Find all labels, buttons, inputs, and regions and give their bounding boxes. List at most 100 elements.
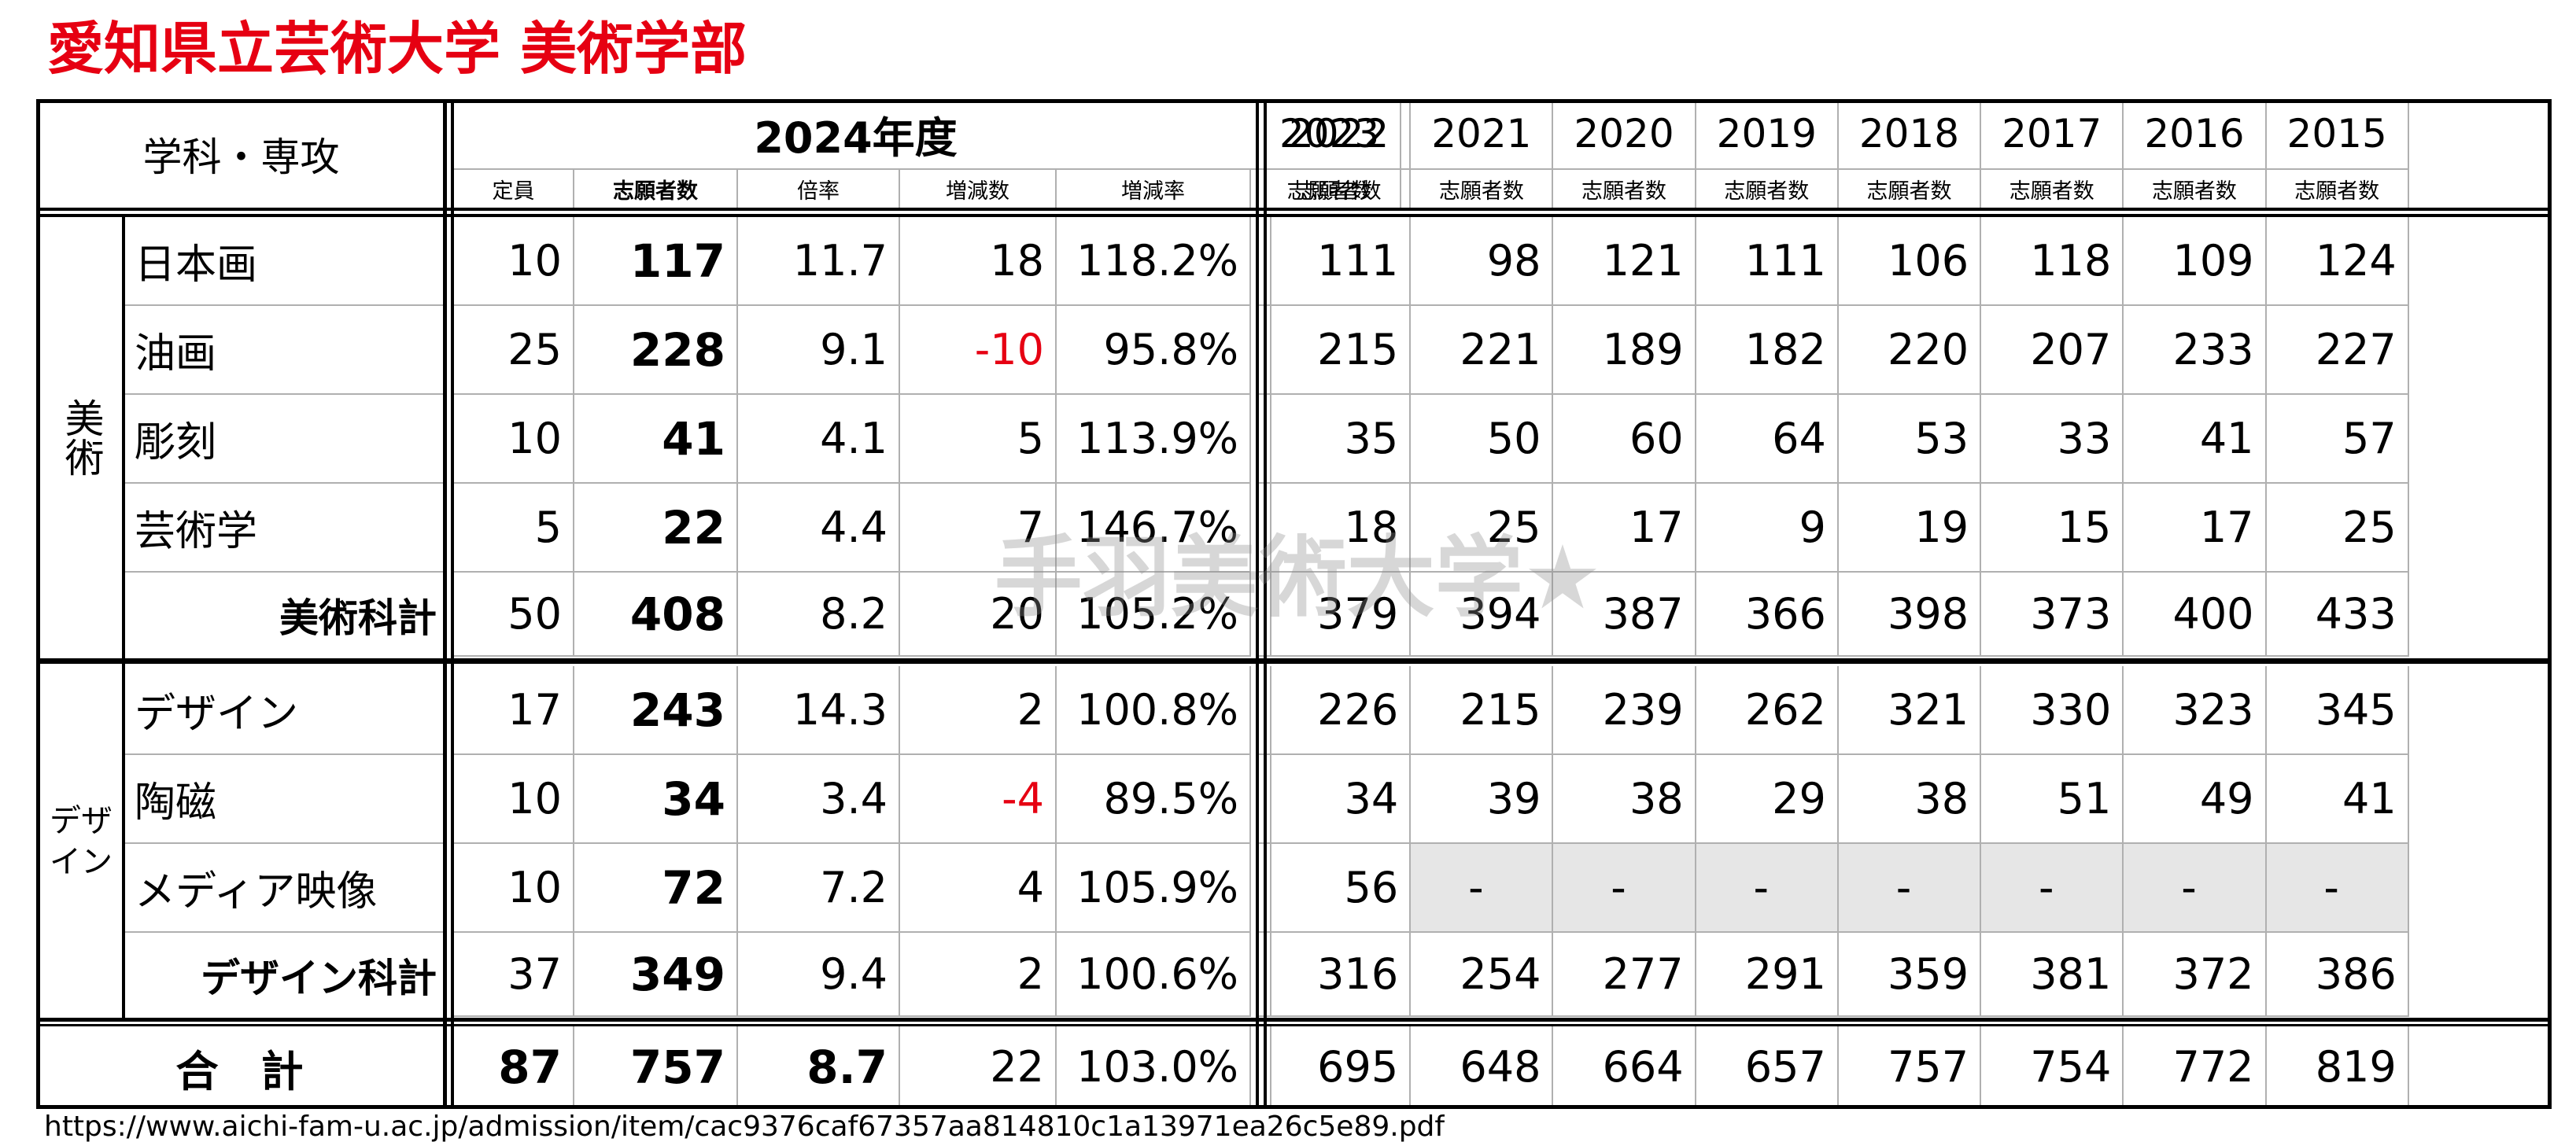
row-label: 陶磁 bbox=[125, 755, 443, 844]
table-cell: 345 bbox=[2266, 666, 2409, 755]
table-cell: 291 bbox=[1696, 933, 1839, 1017]
table-cell: 2 bbox=[900, 933, 1057, 1017]
table-cell: 89.5% bbox=[1057, 755, 1251, 844]
table-cell: 117 bbox=[574, 217, 738, 306]
table-cell: 366 bbox=[1696, 573, 1839, 657]
table-cell: 10 bbox=[454, 755, 574, 844]
table-cell: -4 bbox=[900, 755, 1057, 844]
table-cell: 10 bbox=[454, 844, 574, 933]
table-cell: 25 bbox=[454, 306, 574, 395]
table-cell: 221 bbox=[1411, 306, 1554, 395]
sub-header: 志願者数 bbox=[574, 170, 738, 209]
table-cell: 50 bbox=[454, 573, 574, 657]
table-cell: 243 bbox=[574, 666, 738, 755]
year-header: 2019 bbox=[1696, 99, 1839, 170]
table-cell: 330 bbox=[1981, 666, 2124, 755]
table-cell: 359 bbox=[1838, 933, 1982, 1017]
table-cell: 3.4 bbox=[738, 755, 900, 844]
table-cell: 10 bbox=[454, 395, 574, 484]
table-cell: 35 bbox=[1268, 395, 1412, 484]
table-cell: 254 bbox=[1411, 933, 1554, 1017]
table-cell: 433 bbox=[2266, 573, 2409, 657]
table-rule bbox=[36, 1018, 2552, 1022]
row-label: メディア映像 bbox=[125, 844, 443, 933]
table-rule bbox=[122, 217, 125, 1022]
sub-header: 志願者数 bbox=[1411, 170, 1554, 209]
table-cell: 316 bbox=[1268, 933, 1412, 1017]
table-cell: 207 bbox=[1981, 306, 2124, 395]
table-cell: 9 bbox=[1696, 484, 1839, 573]
table-cell: 60 bbox=[1553, 395, 1696, 484]
table-cell: 38 bbox=[1838, 755, 1982, 844]
subtotal-label: デザイン科計 bbox=[201, 955, 437, 1001]
table-cell: 25 bbox=[1411, 484, 1554, 573]
table-cell: 757 bbox=[574, 1026, 738, 1109]
table-cell: 57 bbox=[2266, 395, 2409, 484]
table-cell: - bbox=[1696, 844, 1839, 933]
table-rule bbox=[443, 99, 447, 1109]
table-cell: 349 bbox=[574, 933, 738, 1017]
table-rule bbox=[36, 658, 2552, 664]
table-cell: 5 bbox=[454, 484, 574, 573]
year-header: 2015 bbox=[2266, 99, 2409, 170]
table-cell: 772 bbox=[2124, 1026, 2267, 1109]
table-cell: 41 bbox=[574, 395, 738, 484]
table-cell: 7 bbox=[900, 484, 1057, 573]
sub-header: 志願者数 bbox=[2266, 170, 2409, 209]
table-cell: 277 bbox=[1553, 933, 1696, 1017]
table-cell: 4.1 bbox=[738, 395, 900, 484]
table-cell: 408 bbox=[574, 573, 738, 657]
table-cell: 657 bbox=[1696, 1026, 1839, 1109]
year-header: 2016 bbox=[2124, 99, 2267, 170]
title: 愛知県立芸術大学 美術学部 bbox=[47, 15, 747, 79]
table-cell: 7.2 bbox=[738, 844, 900, 933]
table-cell: 105.2% bbox=[1057, 573, 1251, 657]
table-cell: 124 bbox=[2266, 217, 2409, 306]
table-cell: 8.2 bbox=[738, 573, 900, 657]
table-cell: 262 bbox=[1696, 666, 1839, 755]
table-rule bbox=[36, 1105, 2552, 1109]
table-cell: 10 bbox=[454, 217, 574, 306]
table-cell: 14.3 bbox=[738, 666, 900, 755]
table-cell: 757 bbox=[1838, 1026, 1982, 1109]
table-cell: 18 bbox=[1268, 484, 1412, 573]
table-cell: 394 bbox=[1411, 573, 1554, 657]
table-cell: 386 bbox=[2266, 933, 2409, 1017]
table-cell: 51 bbox=[1981, 755, 2124, 844]
table-cell: 648 bbox=[1411, 1026, 1554, 1109]
table-cell: 754 bbox=[1981, 1026, 2124, 1109]
table-cell: - bbox=[1981, 844, 2124, 933]
table-cell: 5 bbox=[900, 395, 1057, 484]
table-cell: 2 bbox=[900, 666, 1057, 755]
table-cell: 228 bbox=[574, 306, 738, 395]
table-cell: 41 bbox=[2124, 395, 2267, 484]
row-label: デザイン bbox=[125, 666, 443, 755]
source-url: https://www.aichi-fam-u.ac.jp/admission/… bbox=[44, 1111, 1445, 1142]
table-cell: 400 bbox=[2124, 573, 2267, 657]
table-cell: 41 bbox=[2266, 755, 2409, 844]
year-header: 2024年度 bbox=[454, 99, 1257, 170]
table-rule bbox=[36, 1024, 2552, 1026]
table-cell: 38 bbox=[1553, 755, 1696, 844]
table-cell: 39 bbox=[1411, 755, 1554, 844]
year-header: 2020 bbox=[1553, 99, 1696, 170]
table-cell: 8.7 bbox=[738, 1026, 900, 1109]
table-rule bbox=[451, 99, 454, 1109]
sub-header: 定員 bbox=[454, 170, 574, 209]
table-cell: 189 bbox=[1553, 306, 1696, 395]
table-cell: 226 bbox=[1268, 666, 1412, 755]
table-cell: 11.7 bbox=[738, 217, 900, 306]
table-cell: 819 bbox=[2266, 1026, 2409, 1109]
table-rule bbox=[2548, 99, 2552, 1109]
table-cell: 95.8% bbox=[1057, 306, 1251, 395]
table-cell: - bbox=[1838, 844, 1982, 933]
group-label: 美術 bbox=[58, 397, 105, 477]
table-cell: 15 bbox=[1981, 484, 2124, 573]
table-cell: 18 bbox=[900, 217, 1057, 306]
table-cell: 372 bbox=[2124, 933, 2267, 1017]
table-cell: 22 bbox=[574, 484, 738, 573]
table-cell: 227 bbox=[2266, 306, 2409, 395]
table-cell: 146.7% bbox=[1057, 484, 1251, 573]
group-label: デザイン bbox=[50, 803, 113, 880]
